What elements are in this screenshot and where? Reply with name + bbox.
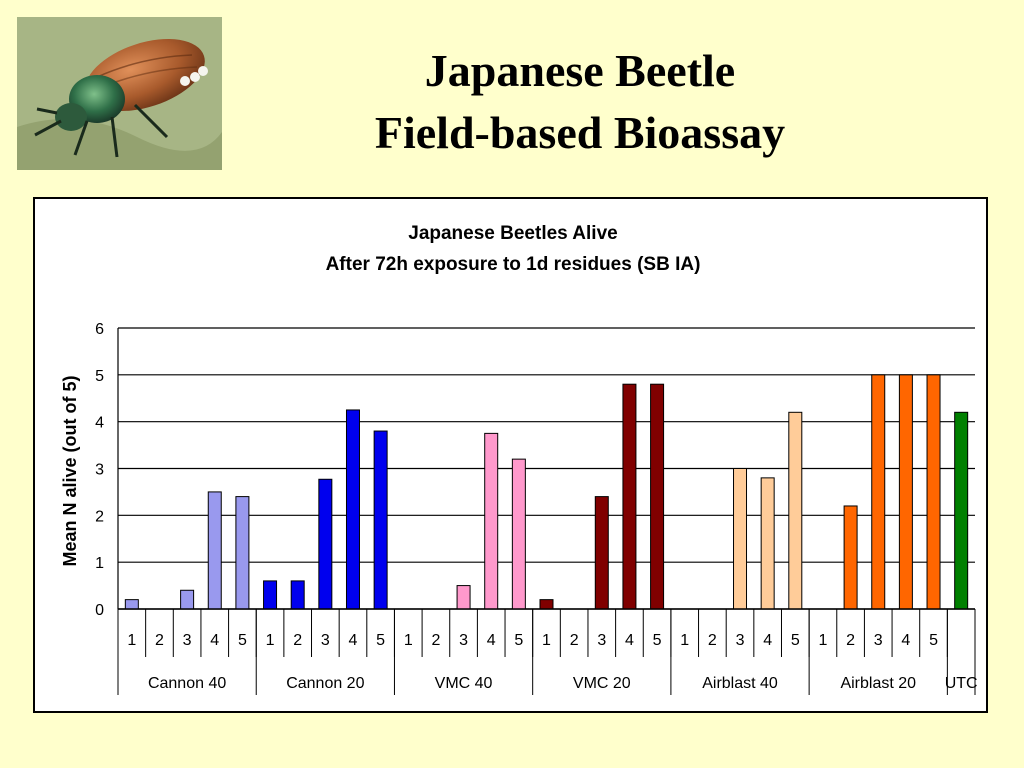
x-tick-label: 4: [901, 632, 910, 649]
x-axis: 1 2 3 4 5 Cannon 40 1 2 3 4 5 Cannon 20 1 2 3 4 5 VMC 40 1…: [117, 608, 978, 695]
bar: [207, 491, 222, 610]
chart-frame: Japanese Beetles Alive After 72h exposur…: [33, 197, 988, 713]
bar: [539, 599, 554, 610]
x-tick-label: 3: [874, 632, 883, 649]
y-tick-label: 2: [95, 508, 104, 525]
x-tick-label: 1: [680, 632, 689, 649]
y-tick-label: 1: [95, 555, 104, 572]
x-tick-label: 2: [708, 632, 717, 649]
bar: [263, 580, 278, 610]
bar-chart: Japanese Beetles Alive After 72h exposur…: [60, 223, 978, 695]
x-tick-label: 2: [431, 632, 440, 649]
x-tick-label: 3: [321, 632, 330, 649]
beetle-image: [17, 17, 222, 170]
y-tick-label: 0: [95, 602, 104, 619]
x-tick-label: 3: [597, 632, 606, 649]
y-tick-label: 3: [95, 462, 104, 479]
bar: [760, 477, 775, 610]
group-label: Cannon 20: [286, 675, 364, 692]
bar: [124, 599, 139, 610]
slide-title: Japanese Beetle Field-based Bioassay: [240, 40, 920, 164]
bar: [290, 580, 305, 610]
bar: [650, 383, 665, 610]
x-tick-label: 5: [791, 632, 800, 649]
x-tick-label: 4: [487, 632, 496, 649]
bars: [124, 374, 969, 610]
bar: [180, 589, 195, 610]
chart-subtitle: After 72h exposure to 1d residues (SB IA…: [326, 254, 701, 275]
x-tick-label: 2: [293, 632, 302, 649]
x-tick-label: 5: [653, 632, 662, 649]
bar: [484, 432, 499, 610]
x-tick-label: 3: [736, 632, 745, 649]
x-tick-label: 5: [376, 632, 385, 649]
gridlines: [117, 327, 975, 610]
x-tick-label: 1: [542, 632, 551, 649]
bar: [733, 468, 748, 610]
x-tick-label: 1: [404, 632, 413, 649]
x-tick-label: 2: [155, 632, 164, 649]
bar: [954, 411, 969, 610]
group-label: Airblast 20: [840, 675, 916, 692]
x-tick-label: 2: [570, 632, 579, 649]
bar: [926, 374, 941, 610]
bar: [898, 374, 913, 610]
y-tick-label: 6: [95, 321, 104, 338]
bar: [345, 409, 360, 610]
group-label: VMC 40: [435, 675, 493, 692]
slide-title-line2: Field-based Bioassay: [374, 107, 786, 158]
group-label: Cannon 40: [148, 675, 226, 692]
bar: [373, 430, 388, 610]
bar: [594, 496, 609, 610]
x-tick-label: 1: [266, 632, 275, 649]
bar: [318, 478, 333, 610]
x-tick-label: 4: [763, 632, 772, 649]
group-label: VMC 20: [573, 675, 631, 692]
y-tick-labels: 0 1 2 3 4 5 6: [95, 321, 104, 619]
bar: [788, 411, 803, 610]
x-tick-label: 1: [127, 632, 136, 649]
x-tick-label: 5: [929, 632, 938, 649]
beetle-photo: [17, 17, 222, 170]
bar: [235, 496, 250, 610]
slide-title-line1: Japanese Beetle: [424, 45, 736, 96]
x-tick-label: 1: [818, 632, 827, 649]
y-tick-label: 5: [95, 368, 104, 385]
x-tick-label: 4: [625, 632, 634, 649]
group-label: Airblast 40: [702, 675, 778, 692]
group-label: UTC: [945, 675, 978, 692]
x-tick-label: 5: [514, 632, 523, 649]
x-tick-label: 4: [210, 632, 219, 649]
x-tick-label: 2: [846, 632, 855, 649]
x-tick-label: 5: [238, 632, 247, 649]
bar: [511, 458, 526, 610]
y-axis-label: Mean N alive (out of 5): [60, 375, 80, 566]
bar: [871, 374, 886, 610]
x-tick-label: 3: [459, 632, 468, 649]
x-tick-label: 4: [349, 632, 358, 649]
x-tick-label: 3: [183, 632, 192, 649]
bar: [456, 585, 471, 610]
y-tick-label: 4: [95, 415, 104, 432]
chart-title: Japanese Beetles Alive: [408, 223, 617, 244]
bar: [622, 383, 637, 610]
bar: [843, 505, 858, 610]
